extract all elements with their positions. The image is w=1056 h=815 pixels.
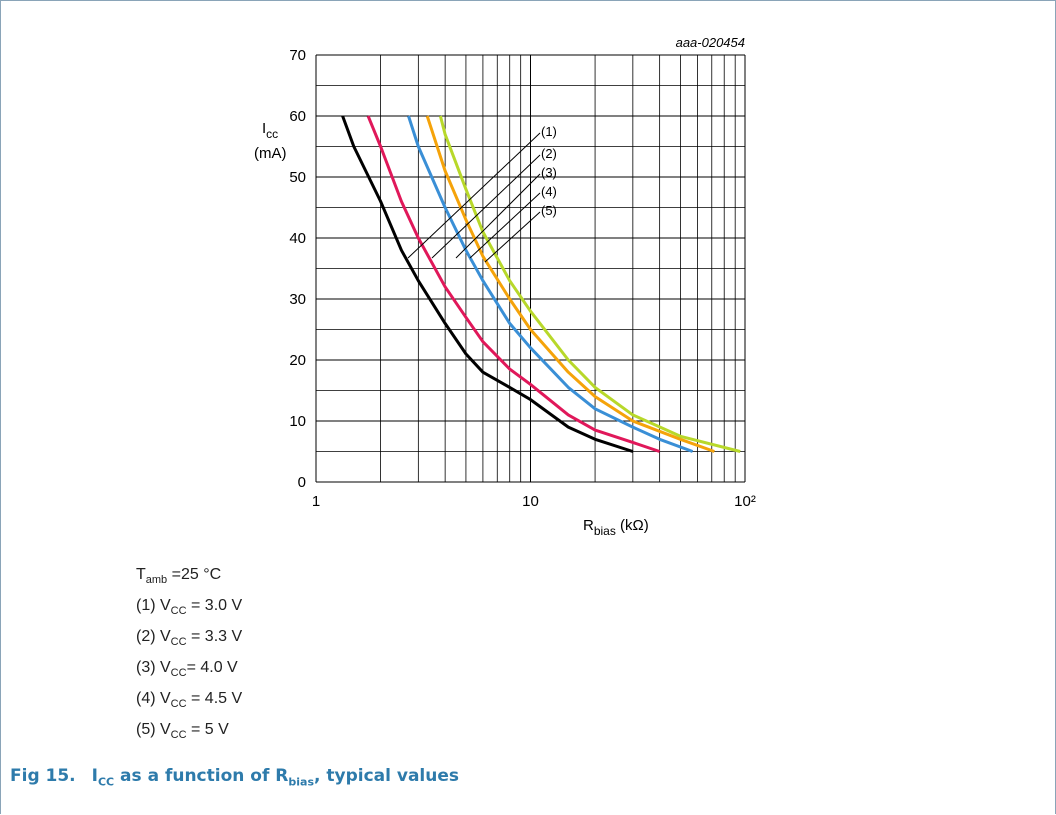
curve-label: (2) (541, 146, 557, 161)
x-label-unit: (kΩ) (616, 517, 649, 534)
watermark: aaa-020454 (676, 35, 745, 50)
series-line (366, 115, 661, 453)
caption-label: Fig 15. (10, 766, 76, 786)
note-sub: CC (170, 698, 187, 711)
note: (4) VCC = 4.5 V (136, 690, 242, 721)
x-label-sub: bias (594, 524, 616, 538)
note: (5) VCC = 5 V (136, 721, 242, 752)
x-label-main: R (583, 517, 594, 534)
caption-text: CC (97, 775, 115, 789)
y-axis-unit: (mA) (254, 145, 287, 162)
leader-line (407, 132, 541, 259)
series-line (341, 115, 634, 453)
note-sub: amb (145, 574, 168, 587)
y-tick-label: 40 (289, 230, 306, 247)
curve-label: (5) (541, 203, 557, 218)
y-tick-label: 10 (289, 413, 306, 430)
note-text: (5) V (136, 721, 171, 738)
y-axis-label: Icc (262, 120, 278, 141)
note-rest: = 4.0 V (186, 659, 238, 676)
y-tick-label: 50 (289, 169, 306, 186)
curve-label: (1) (541, 124, 557, 139)
note-sub: CC (170, 667, 187, 680)
series-line (425, 115, 715, 453)
caption-text: bias (288, 775, 314, 789)
curve-label: (3) (541, 165, 557, 180)
note-rest: = 4.5 V (186, 690, 243, 707)
caption-text: , typical values (314, 766, 460, 786)
note-sub: CC (170, 729, 187, 742)
note-rest: = 3.0 V (186, 597, 243, 614)
caption: Fig 15. ICC as a function of Rbias, typic… (10, 766, 459, 788)
note-text: T (136, 566, 146, 583)
note-sub: CC (170, 636, 187, 649)
leader-line (469, 192, 541, 259)
leader-line (484, 211, 541, 263)
note: (3) VCC= 4.0 V (136, 659, 242, 690)
x-tick-label: 1 (312, 493, 320, 510)
caption-text: I (91, 766, 98, 786)
note: (1) VCC = 3.0 V (136, 597, 242, 628)
note-rest: =25 °C (167, 566, 222, 583)
notes: Tamb =25 °C (1) VCC = 3.0 V (2) VCC = 3.3 … (136, 566, 242, 752)
y-label-main: I (262, 120, 266, 137)
leader-line (455, 173, 541, 259)
note-rest: = 3.3 V (186, 628, 243, 645)
caption-text: as a function of R (114, 766, 289, 786)
x-tick-label: 10² (734, 493, 756, 510)
curve-label: (4) (541, 184, 557, 199)
series-line (438, 115, 741, 453)
y-label-sub: cc (266, 127, 278, 141)
y-tick-label: 0 (298, 474, 306, 491)
y-tick-label: 30 (289, 291, 306, 308)
x-axis-label: Rbias (kΩ) (583, 517, 649, 538)
y-tick-label: 70 (289, 47, 306, 64)
note-sub: CC (170, 605, 187, 618)
y-tick-label: 20 (289, 352, 306, 369)
note-text: (3) V (136, 659, 171, 676)
x-tick-label: 10 (522, 493, 539, 510)
series-line (407, 115, 694, 453)
y-tick-label: 60 (289, 108, 306, 125)
note-rest: = 5 V (186, 721, 229, 738)
note: Tamb =25 °C (136, 566, 242, 597)
leader-line (431, 154, 541, 259)
note-text: (2) V (136, 628, 171, 645)
note-text: (1) V (136, 597, 171, 614)
note-text: (4) V (136, 690, 171, 707)
note: (2) VCC = 3.3 V (136, 628, 242, 659)
